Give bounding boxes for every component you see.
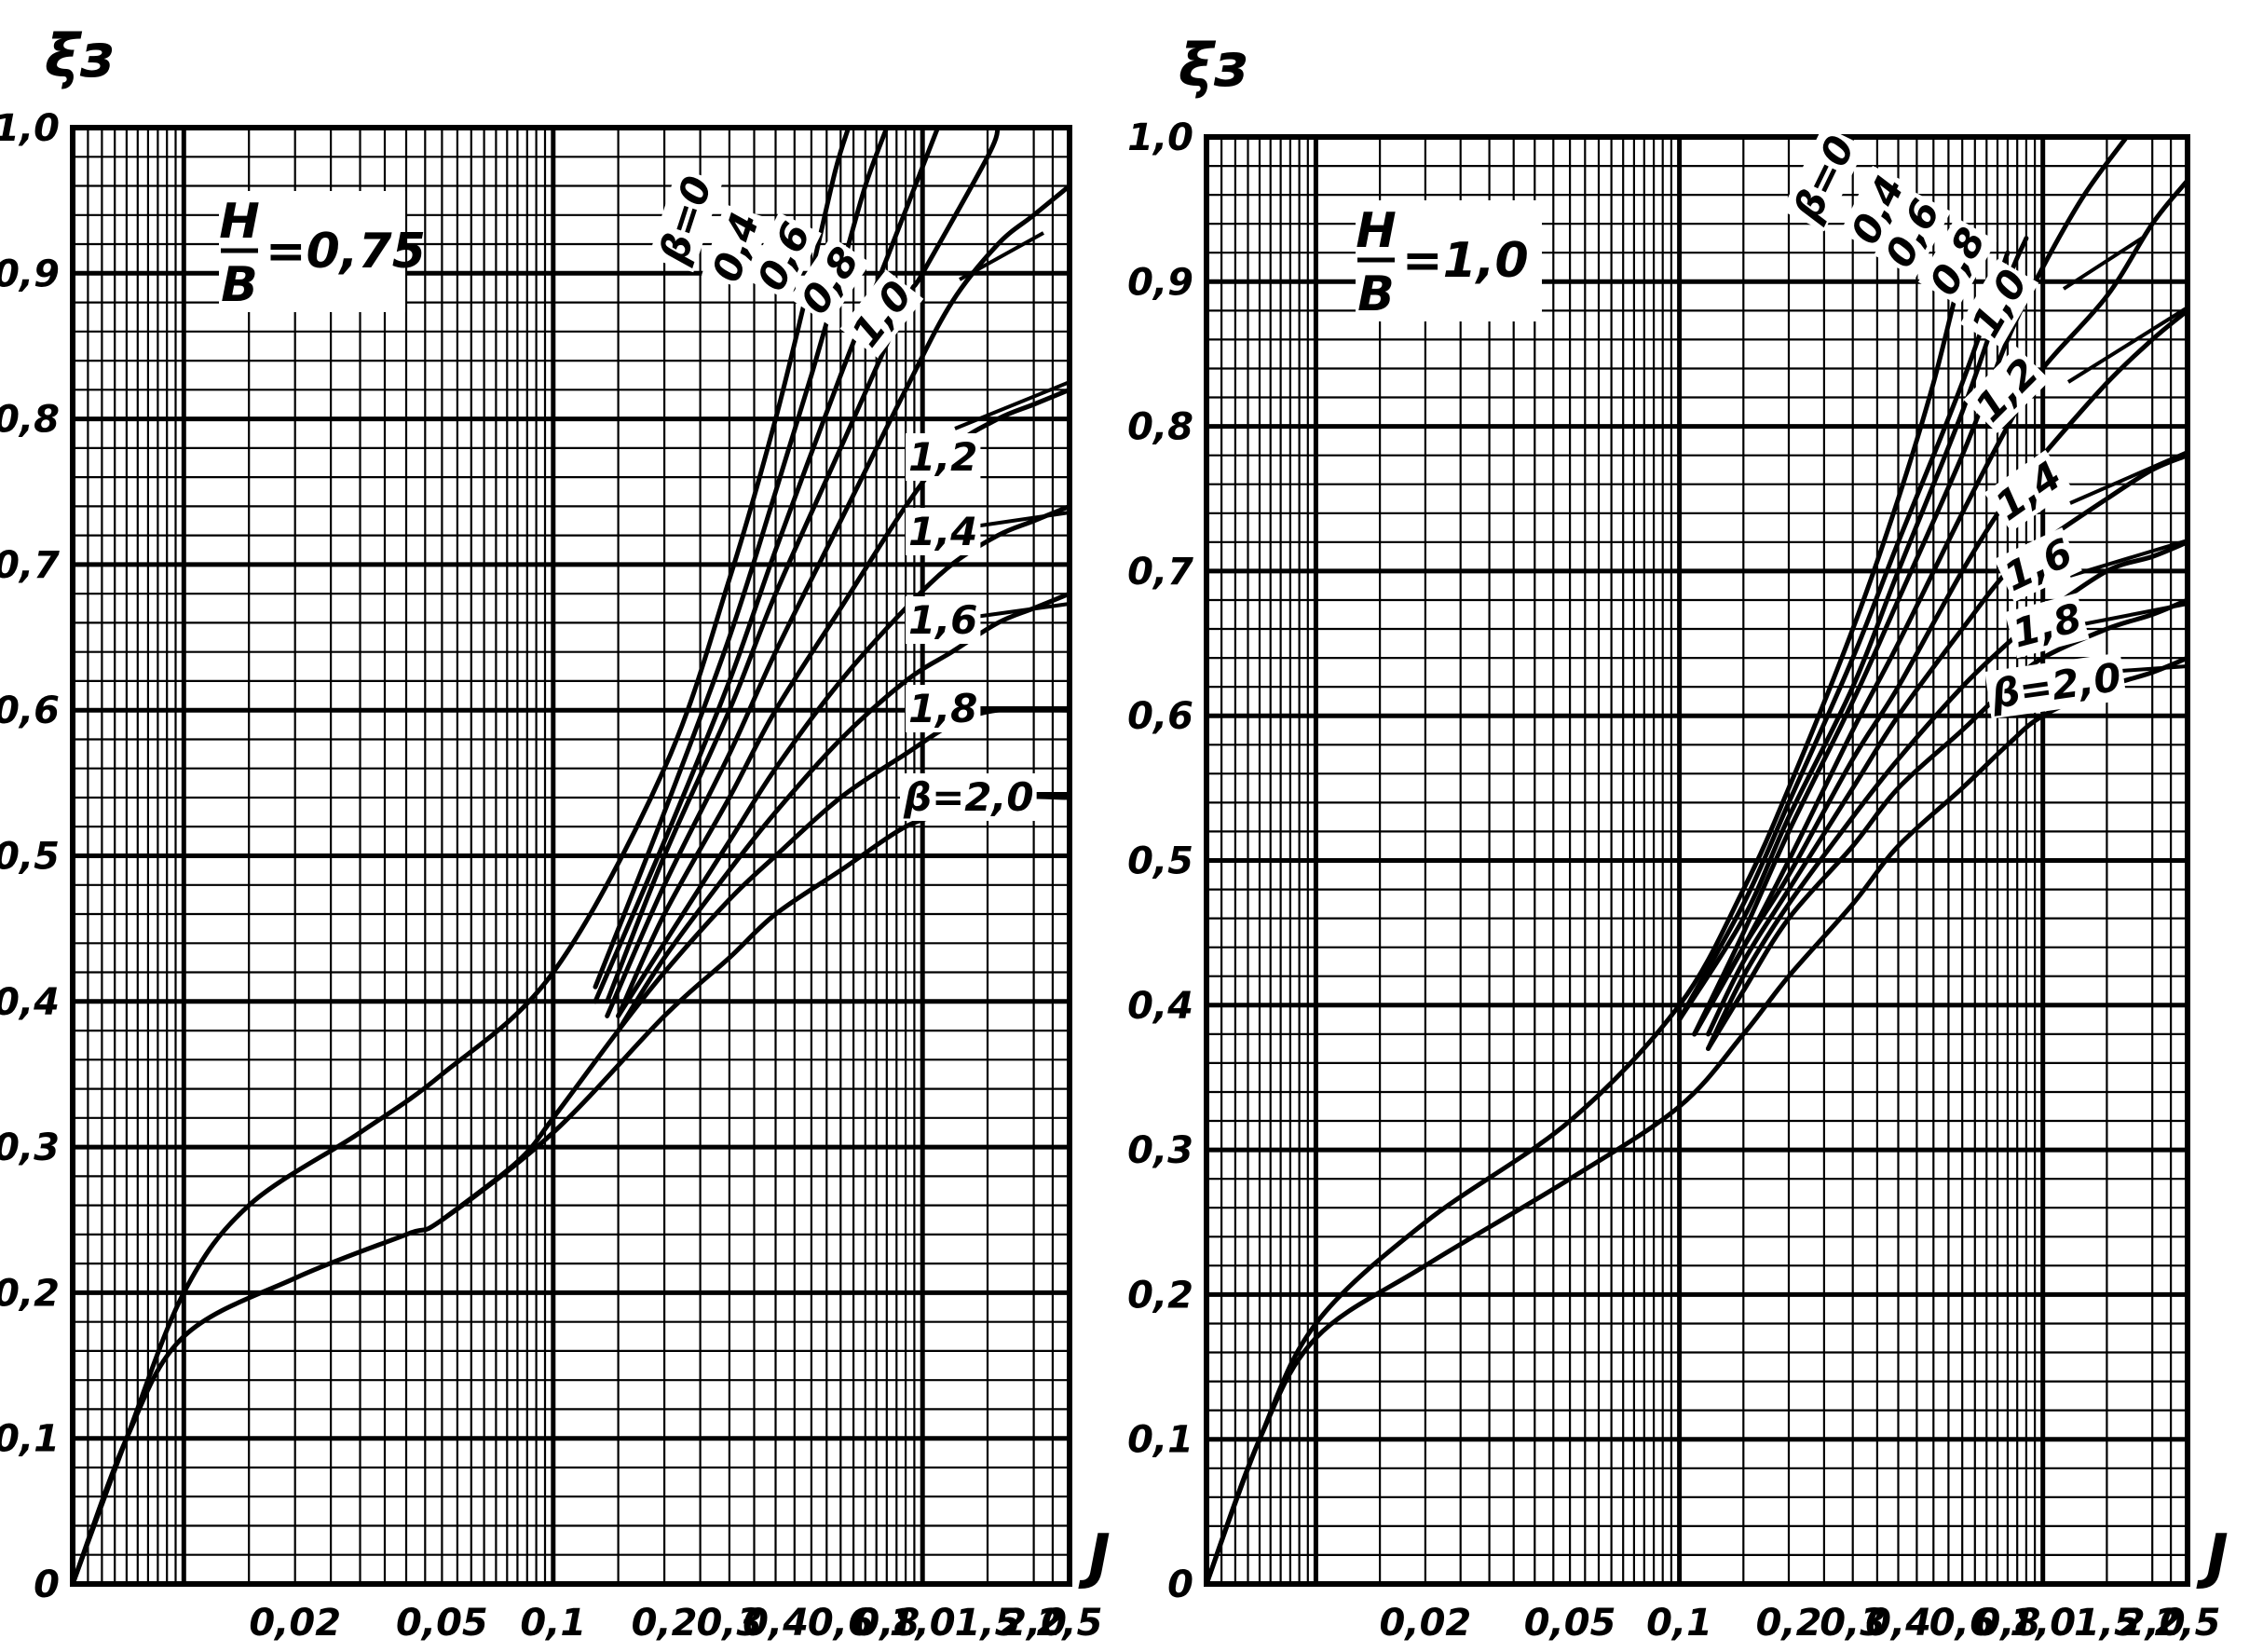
x-tick-label: 0,1 [520, 1602, 586, 1645]
series-curve-7 [1706, 539, 2190, 1051]
plot-frame [1204, 134, 2190, 1587]
y-tick-label: 0,4 [0, 981, 60, 1024]
series-leader-line [2069, 539, 2188, 578]
series-curve-8 [1706, 597, 2190, 1051]
series-curve-3 [1692, 134, 2130, 1037]
x-tick-label: 2,0 [2120, 1602, 2186, 1645]
series-curve-5 [1692, 307, 2190, 1037]
series-curve-0 [1204, 265, 1965, 1587]
y-tick-label: 0,9 [0, 253, 60, 295]
series-label: 1,2 [908, 434, 977, 480]
series-curve-0 [70, 125, 852, 1587]
y-tick-label: 0,8 [1127, 406, 1193, 449]
ratio-numerator: H [219, 194, 260, 250]
x-tick-label: 0,8 [1974, 1602, 2040, 1645]
y-tick-label: 0,1 [1127, 1419, 1193, 1462]
y-tick-label: 0,9 [1127, 261, 1193, 304]
y-tick-label: 0,4 [1127, 985, 1193, 1028]
ratio-denominator: B [221, 257, 258, 313]
series-leader-line [954, 380, 1070, 430]
series-label: 1,6 [908, 597, 977, 643]
y-tick-label: 0,3 [1127, 1129, 1193, 1172]
y-tick-label: 0,8 [0, 399, 60, 442]
y-tick-label: 0,1 [0, 1418, 60, 1461]
x-tick-label: 2,5 [2155, 1602, 2221, 1645]
y-axis-title: ξз [1179, 32, 1248, 101]
ratio-annotation: HB=1,0 [1356, 200, 1542, 322]
series-leader-line [2066, 306, 2189, 384]
ratio-numerator: H [1356, 203, 1397, 259]
series-curve-9 [1204, 655, 2190, 1587]
series-leader-line [959, 231, 1044, 281]
y-axis-title: ξз [45, 22, 115, 91]
y-tick-label: 1,0 [0, 107, 60, 150]
ratio-value: =1,0 [1402, 233, 1529, 289]
x-tick-label: 0,1 [1646, 1602, 1712, 1645]
x-tick-label: 0,05 [396, 1602, 488, 1645]
x-tick-label: 2,5 [1037, 1602, 1103, 1645]
ratio-denominator: B [1357, 266, 1395, 322]
y-tick-label: 0,7 [1127, 551, 1193, 594]
y-tick-label: 0,6 [0, 689, 60, 732]
series-curve-6 [1706, 453, 2190, 1037]
series-curve-4 [1692, 178, 2190, 1037]
series-leader-line [2072, 602, 2188, 628]
chart-panel-left: β=00,40,60,81,01,21,41,61,8β=2,0HB=0,75 … [0, 22, 1111, 1645]
x-tick-label: 1,0 [890, 1602, 956, 1645]
y-tick-label: 0,5 [0, 836, 60, 879]
x-tick-label: 0,05 [1524, 1602, 1616, 1645]
y-tick-label: 0,6 [1127, 695, 1193, 738]
series-label: 1,8 [908, 686, 977, 731]
y-tick-label: 1,0 [1127, 116, 1193, 159]
series-curve-3 [605, 125, 1001, 1004]
series-curve-5 [616, 387, 1072, 1018]
x-tick-label: 0,2 [1756, 1602, 1822, 1645]
series-label: 1,4 [1987, 452, 2070, 529]
x-axis-title: J [1078, 1522, 1111, 1591]
series-label: 1,4 [908, 509, 977, 554]
series-label: β=2,0 [903, 774, 1034, 820]
plot-frame [70, 125, 1072, 1587]
series-curve-6 [616, 503, 1072, 1018]
series-curve-7 [616, 591, 1072, 1033]
series-label: 1,8 [2008, 594, 2087, 657]
x-tick-label: 0,3 [696, 1602, 762, 1645]
series-leader-line [2069, 450, 2188, 505]
x-tick-label: 0,3 [1820, 1602, 1886, 1645]
x-tick-label: 0,02 [249, 1602, 341, 1645]
series-curve-1 [593, 125, 890, 990]
x-tick-label: 0,4 [743, 1602, 809, 1645]
series-curve-4 [605, 184, 1072, 1018]
y-tick-label: 0,7 [0, 544, 60, 587]
x-tick-label: 0,2 [632, 1602, 698, 1645]
y-tick-label: 0,2 [0, 1272, 60, 1315]
series-leader-line [2062, 236, 2145, 291]
x-tick-label: 1,0 [2010, 1602, 2076, 1645]
ratio-annotation: HB=0,75 [219, 191, 426, 313]
y-tick-label: 0,5 [1127, 840, 1193, 883]
x-tick-label: 0,6 [808, 1602, 874, 1645]
chart-panel-right: β=00,40,60,81,01,21,41,61,8β=2,0HB=1,0 0… [1127, 32, 2229, 1645]
y-tick-label: 0 [34, 1563, 60, 1606]
x-tick-label: 0,02 [1380, 1602, 1472, 1645]
x-tick-label: 0,6 [1929, 1602, 1996, 1645]
y-tick-label: 0,2 [1127, 1274, 1193, 1317]
y-tick-label: 0,3 [0, 1126, 60, 1169]
series-curve-2 [593, 125, 941, 1004]
x-axis-title: J [2196, 1522, 2229, 1591]
x-tick-label: 1,5 [955, 1602, 1021, 1645]
y-tick-label: 0 [1167, 1563, 1193, 1606]
x-tick-label: 0,4 [1865, 1602, 1931, 1645]
series-curve-9 [70, 794, 1072, 1587]
series-curve-1 [1677, 250, 2011, 1022]
x-tick-label: 1,5 [2074, 1602, 2140, 1645]
ratio-value: =0,75 [266, 224, 426, 280]
x-tick-label: 0,8 [853, 1602, 920, 1645]
x-tick-label: 2,0 [1001, 1602, 1067, 1645]
